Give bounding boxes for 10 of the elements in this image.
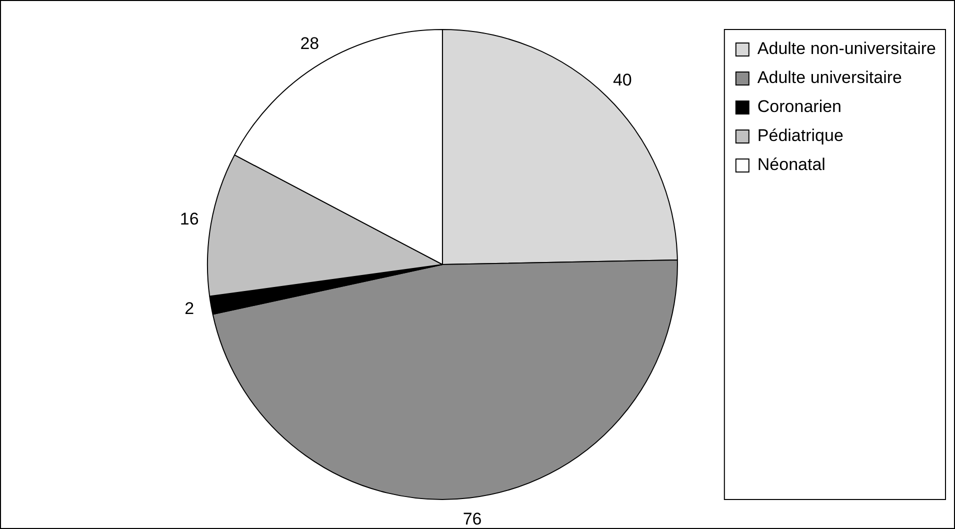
data-label: 16 [180,210,199,229]
data-label: 76 [462,509,482,528]
legend-label: Adulte universitaire [757,68,902,88]
legend-label: Adulte non-universitaire [757,39,936,58]
data-label: 40 [612,70,632,90]
legend-label: Néonatal [757,155,826,174]
data-label: 28 [300,34,320,54]
data-label: 2 [184,298,194,318]
legend-label: Pédiatrique [757,126,844,146]
legend-label: Coronarien [757,97,842,116]
